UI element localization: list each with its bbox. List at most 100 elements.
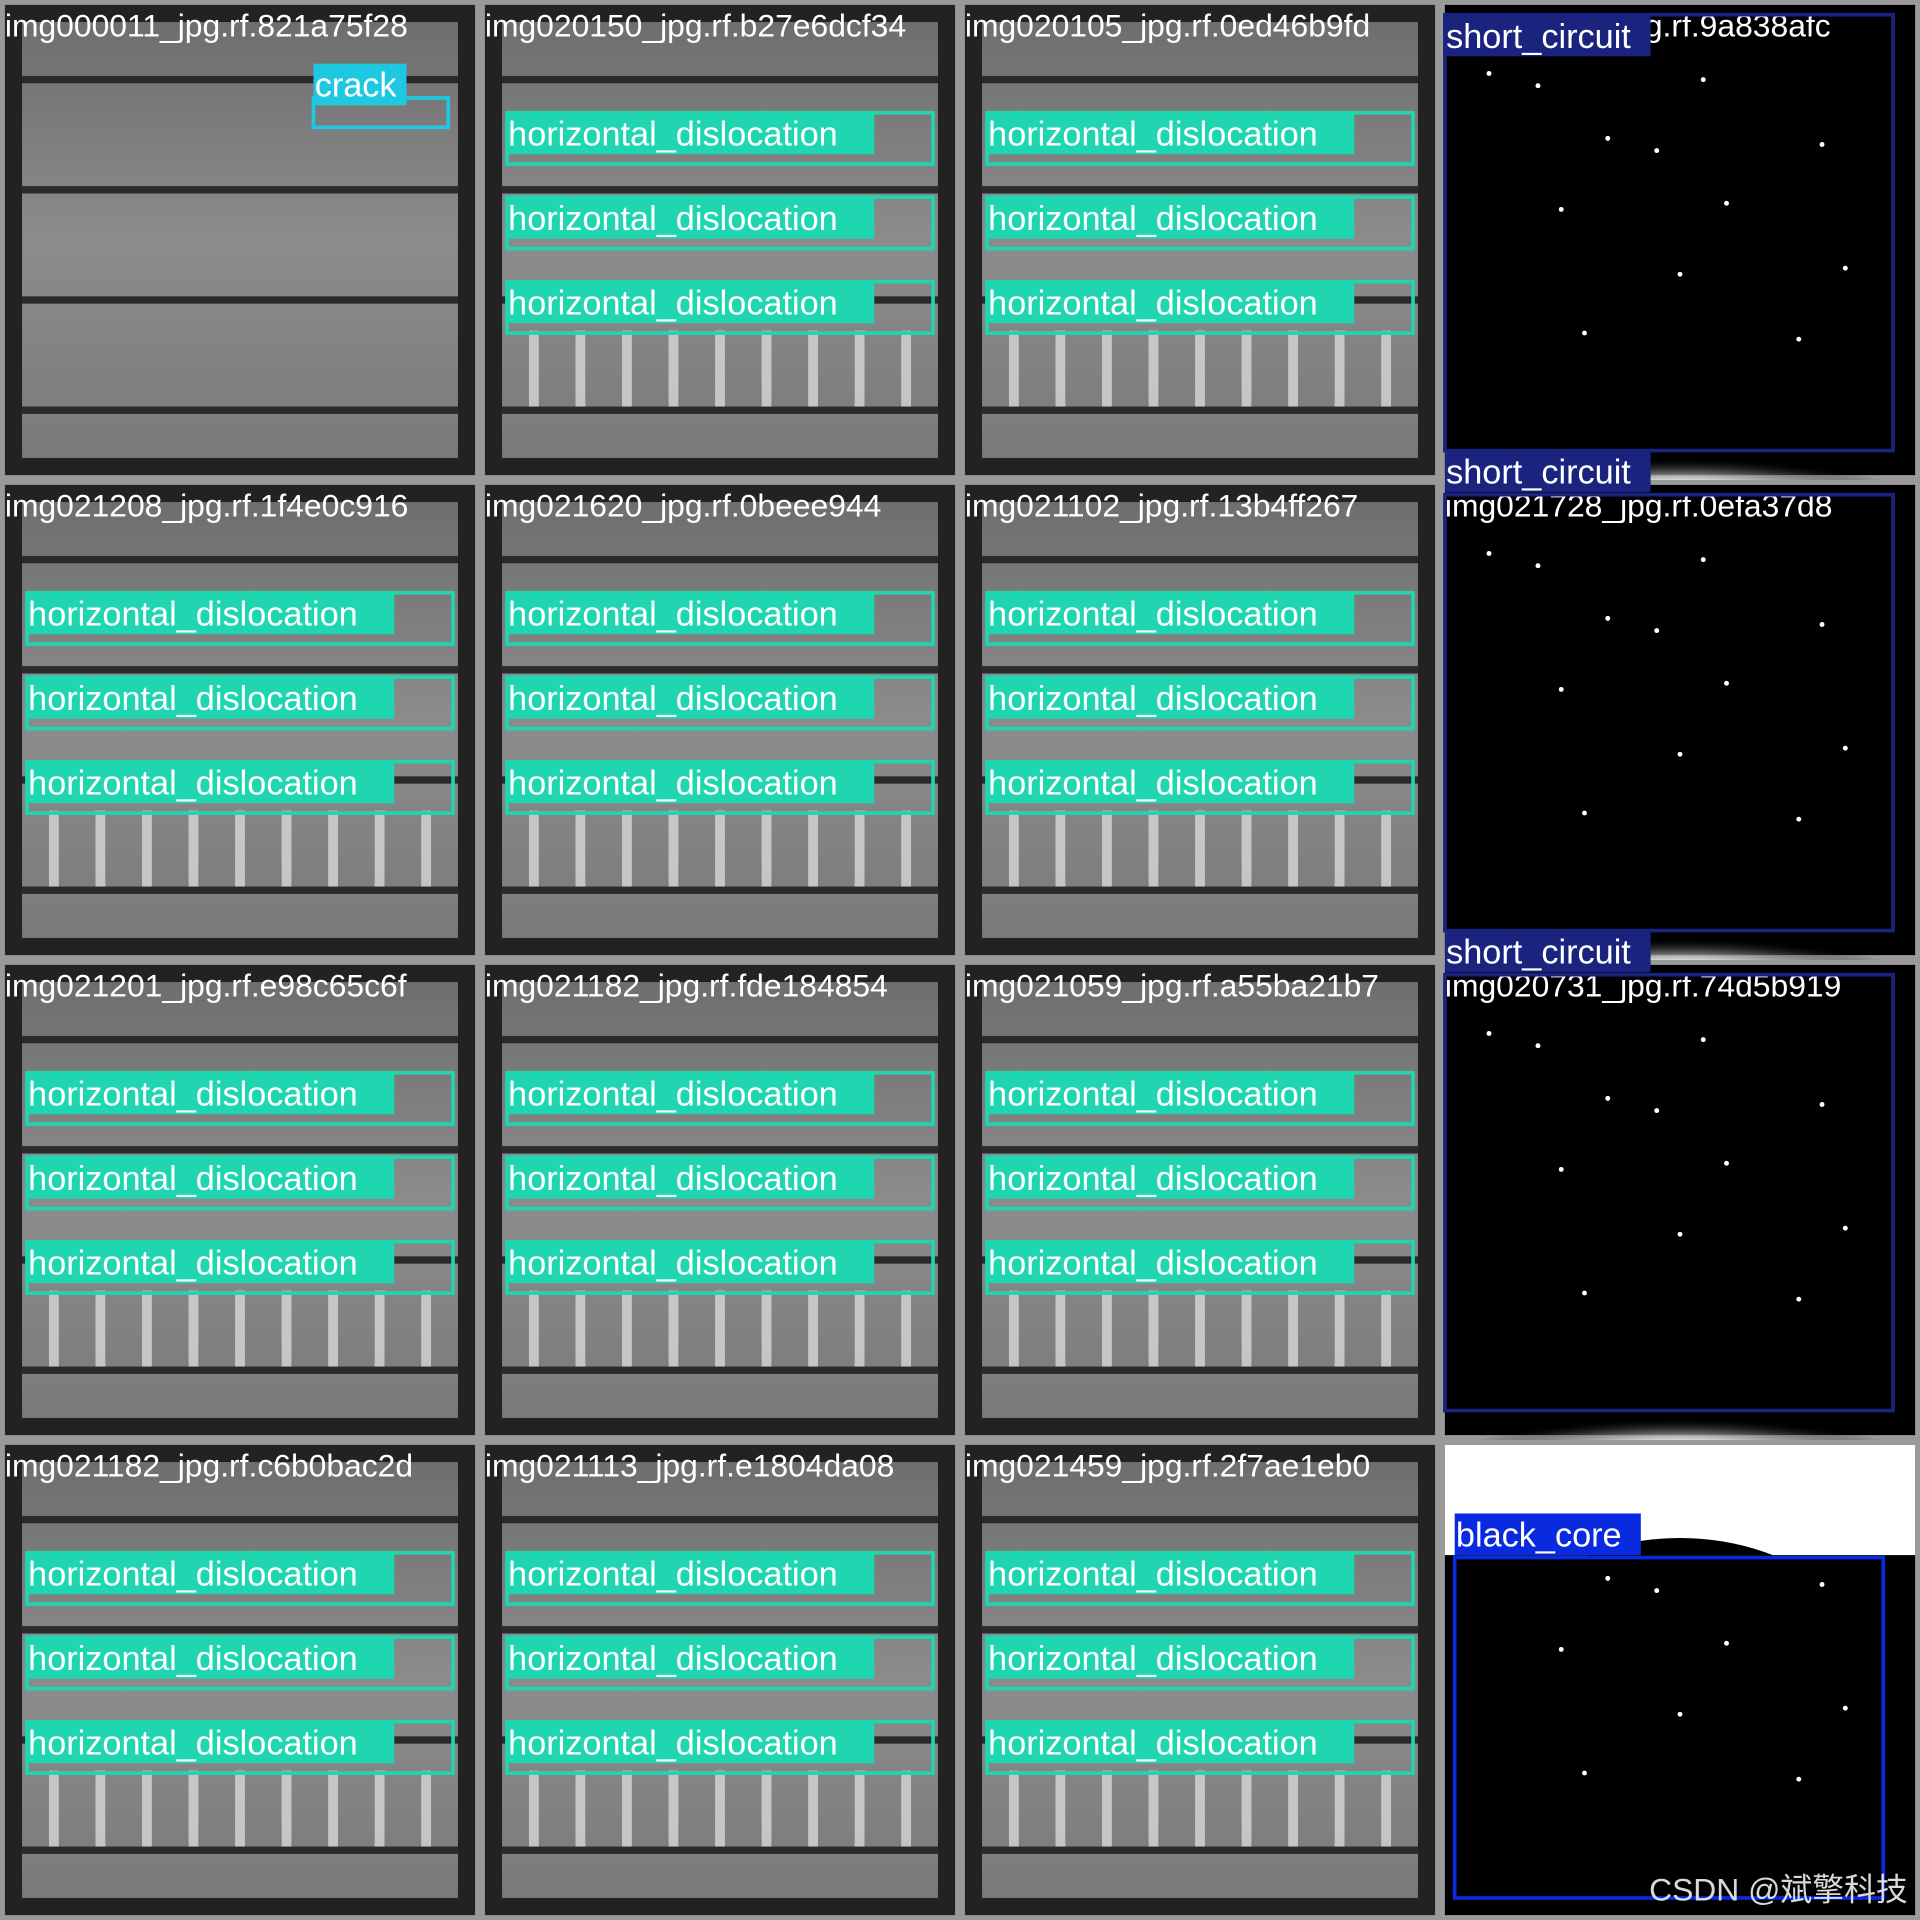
streak — [328, 1770, 338, 1847]
spot — [1535, 563, 1541, 569]
streak — [281, 1770, 292, 1847]
streak — [622, 810, 632, 887]
label-text: horizontal_dislocation — [988, 680, 1318, 718]
tile: img021058_jpg.rf.05a453b5 — [1444, 1444, 1916, 1916]
streak — [1195, 330, 1205, 407]
spot — [1582, 1290, 1587, 1296]
streak — [188, 810, 199, 887]
streak — [761, 330, 772, 407]
streak — [854, 330, 865, 407]
spot — [1654, 1588, 1660, 1594]
label-text: horizontal_dislocation — [988, 1160, 1318, 1198]
streak — [761, 1290, 772, 1367]
spot — [1582, 330, 1587, 336]
busbar — [982, 1146, 1418, 1154]
label-text: horizontal_dislocation — [508, 116, 838, 154]
streak — [901, 1290, 912, 1367]
label-bg — [506, 281, 875, 324]
streak — [575, 810, 586, 887]
streak — [808, 810, 818, 887]
busbar — [982, 555, 1418, 564]
busbar — [22, 555, 458, 564]
streak — [1195, 810, 1205, 887]
label-bg — [986, 1241, 1355, 1284]
spot — [1535, 1043, 1541, 1049]
label-bg — [26, 1552, 395, 1595]
busbar — [502, 555, 938, 564]
streak — [575, 330, 586, 407]
spot — [1796, 1776, 1802, 1782]
streak — [854, 1290, 865, 1367]
streak — [1102, 330, 1112, 407]
file-name: img021459_jpg.rf.2f7ae1eb0 — [965, 1448, 1370, 1484]
spot — [1819, 142, 1825, 147]
busbar — [502, 1846, 938, 1854]
label-bg — [1444, 930, 1651, 973]
streak — [1055, 330, 1066, 407]
streak — [1334, 330, 1345, 407]
label-bg — [26, 677, 395, 719]
spot — [1582, 810, 1587, 816]
image — [1444, 4, 1916, 476]
spot — [1486, 71, 1492, 76]
file-name: img021058_jpg.rf.05a453b5 — [1445, 1448, 1841, 1484]
streak — [901, 1770, 912, 1847]
label-text: horizontal_dislocation — [508, 765, 838, 803]
label-bg — [506, 1241, 875, 1284]
file-name: img021059_jpg.rf.a55ba21b7 — [965, 968, 1379, 1004]
busbar — [22, 186, 458, 194]
tile: img021059_jpg.rf.a55ba21b7 — [964, 964, 1436, 1436]
spot — [1486, 1031, 1492, 1036]
spot — [1558, 1166, 1564, 1172]
spot — [1677, 1231, 1683, 1237]
tile: img021728_jpg.rf.0efa37d8 — [1444, 484, 1916, 960]
streak — [622, 1770, 632, 1847]
spot — [1654, 148, 1660, 154]
spot — [1819, 1102, 1825, 1107]
spot — [1700, 1517, 1706, 1523]
spot — [1700, 1037, 1706, 1043]
streak — [95, 1770, 106, 1847]
tile: img021208_jpg.rf.1f4e0c916 — [4, 484, 476, 956]
label-text: horizontal_dislocation — [508, 1076, 838, 1114]
label-text: horizontal_dislocation — [508, 200, 838, 238]
spot — [1724, 680, 1729, 686]
file-name: img020150_jpg.rf.b27e6dcf34 — [485, 8, 906, 44]
label-text: black_core — [1456, 1517, 1622, 1555]
label-text: horizontal_dislocation — [28, 1640, 358, 1678]
label-text: horizontal_dislocation — [988, 200, 1318, 238]
streak — [1195, 1290, 1205, 1367]
busbar — [982, 666, 1418, 674]
streak — [48, 1290, 59, 1367]
label-bg — [986, 1072, 1355, 1115]
streak — [1241, 1770, 1252, 1847]
label-bg — [506, 1721, 875, 1764]
spot — [1700, 77, 1706, 83]
tile: img021620_jpg.rf.0beee944 — [484, 484, 956, 956]
spot — [1796, 336, 1802, 342]
tile: img020731_jpg.rf.74d5b919 — [1444, 964, 1916, 1440]
streak — [421, 1290, 432, 1367]
spot — [1842, 745, 1848, 751]
spot — [1582, 1770, 1587, 1776]
busbar — [982, 886, 1418, 894]
file-name: img021620_jpg.rf.0beee944 — [485, 488, 881, 524]
busbar — [22, 1515, 458, 1524]
streak — [1241, 330, 1252, 407]
streak — [1334, 810, 1345, 887]
label-bg — [506, 761, 875, 804]
streak — [1102, 1770, 1112, 1847]
tile: img021113_jpg.rf.e1804da08 — [484, 1444, 956, 1916]
streak — [528, 330, 539, 407]
bounding-box — [1452, 1555, 1886, 1900]
label-text: horizontal_dislocation — [988, 1556, 1318, 1594]
label-text: horizontal_dislocation — [508, 1245, 838, 1283]
spot — [1700, 557, 1706, 563]
streak — [374, 810, 385, 887]
streak — [854, 1770, 865, 1847]
busbar — [22, 1035, 458, 1044]
busbar — [982, 1846, 1418, 1854]
streak — [761, 810, 772, 887]
spot — [1605, 135, 1611, 141]
